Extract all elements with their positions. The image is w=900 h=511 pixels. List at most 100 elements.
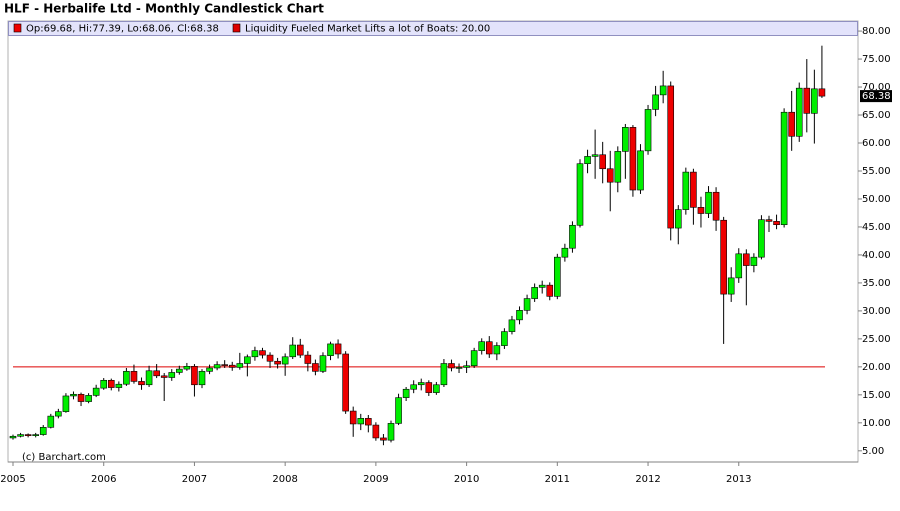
candle-body xyxy=(470,350,478,367)
candle-body xyxy=(289,344,297,358)
candle-body xyxy=(47,415,55,428)
candle-body xyxy=(523,298,531,311)
candle-body xyxy=(508,319,516,332)
candle-body xyxy=(637,150,644,191)
candle-body xyxy=(538,284,546,288)
candle-body xyxy=(493,345,501,355)
y-tick-label: 75.00 xyxy=(862,54,891,65)
candle-body xyxy=(160,375,168,378)
candle-body xyxy=(107,379,115,388)
candle-body xyxy=(727,277,735,295)
y-tick-label: 65.00 xyxy=(862,110,891,121)
candle-body xyxy=(674,209,682,229)
candle-body xyxy=(349,410,357,425)
legend-band xyxy=(8,21,858,36)
candle-body xyxy=(183,366,191,370)
y-tick-label: 40.00 xyxy=(862,250,891,261)
x-tick-label: 2011 xyxy=(545,474,570,485)
last-value-box xyxy=(860,90,892,103)
candle-body xyxy=(622,127,629,152)
candle-body xyxy=(176,368,183,373)
y-tick-label: 20.00 xyxy=(862,362,891,373)
candle-body xyxy=(153,370,160,377)
last-value-label: 68.38 xyxy=(862,91,891,102)
candle-body xyxy=(712,191,720,221)
candle-body xyxy=(62,395,70,412)
y-tick-label: 70.00 xyxy=(862,82,891,93)
candle-body xyxy=(130,371,138,382)
candle-body xyxy=(380,437,387,441)
candle-body xyxy=(682,171,690,210)
candle-body xyxy=(795,87,803,137)
x-tick-label: 2008 xyxy=(272,474,297,485)
y-tick-label: 45.00 xyxy=(862,222,891,233)
candle-body xyxy=(417,382,425,386)
x-tick-label: 2009 xyxy=(363,474,388,485)
candle-body xyxy=(743,253,750,266)
x-tick-label: 2013 xyxy=(726,474,751,485)
candle-body xyxy=(395,397,402,424)
candle-body xyxy=(168,372,176,378)
candle-body xyxy=(690,171,697,208)
candle-body xyxy=(448,363,455,369)
candle-body xyxy=(667,85,675,229)
y-tick-label: 55.00 xyxy=(862,166,891,177)
x-tick-label: 2005 xyxy=(0,474,25,485)
candle-body xyxy=(70,393,77,397)
candle-body xyxy=(365,418,372,426)
y-tick-label: 15.00 xyxy=(862,390,891,401)
candle-body xyxy=(251,350,259,358)
candle-body xyxy=(697,207,705,214)
candle-body xyxy=(55,411,62,417)
candle-body xyxy=(455,367,463,369)
candle-body xyxy=(433,384,440,393)
candle-body xyxy=(387,423,395,441)
candle-body xyxy=(236,363,244,368)
candle-body xyxy=(198,371,206,386)
candle-body xyxy=(213,364,221,369)
legend-ohlc: Op:69.68, Hi:77.39, Lo:68.06, Cl:68.38 xyxy=(26,24,219,35)
candle-body xyxy=(818,88,826,97)
credit: (c) Barchart.com xyxy=(22,452,106,463)
candle-body xyxy=(221,364,228,366)
candle-body xyxy=(576,163,584,226)
candle-body xyxy=(115,383,123,388)
candle-body xyxy=(296,344,304,356)
candle-body xyxy=(569,224,576,249)
y-tick-label: 10.00 xyxy=(862,418,891,429)
candle-body xyxy=(327,343,334,356)
candle-body xyxy=(274,360,281,365)
candle-body xyxy=(244,356,251,364)
x-tick-label: 2010 xyxy=(454,474,479,485)
x-tick-label: 2012 xyxy=(635,474,660,485)
candle-body xyxy=(357,418,365,425)
candle-body xyxy=(765,219,773,222)
y-tick-label: 60.00 xyxy=(862,138,891,149)
candle-body xyxy=(546,284,554,297)
candle-body xyxy=(266,354,274,362)
candle-body xyxy=(659,85,667,96)
candle-body xyxy=(259,350,266,356)
chart-title: HLF - Herbalife Ltd - Monthly Candlestic… xyxy=(4,2,324,16)
candle-body xyxy=(319,355,327,372)
candle-body xyxy=(614,151,622,183)
candle-body xyxy=(440,363,448,386)
candle-body xyxy=(652,94,659,110)
candle-body xyxy=(228,364,236,368)
y-tick-label: 30.00 xyxy=(862,306,891,317)
candle-body xyxy=(92,387,100,396)
y-tick-label: 25.00 xyxy=(862,334,891,345)
candle-body xyxy=(138,381,145,386)
candle-body xyxy=(591,154,599,157)
y-tick-label: 35.00 xyxy=(862,278,891,289)
candle-body xyxy=(191,366,198,386)
candle-body xyxy=(32,434,39,436)
y-tick-label: 5.00 xyxy=(862,446,884,457)
candle-body xyxy=(463,365,470,368)
legend-swatch xyxy=(232,23,241,33)
candle-body xyxy=(342,353,349,412)
candle-body xyxy=(425,382,433,393)
candle-body xyxy=(304,354,312,364)
